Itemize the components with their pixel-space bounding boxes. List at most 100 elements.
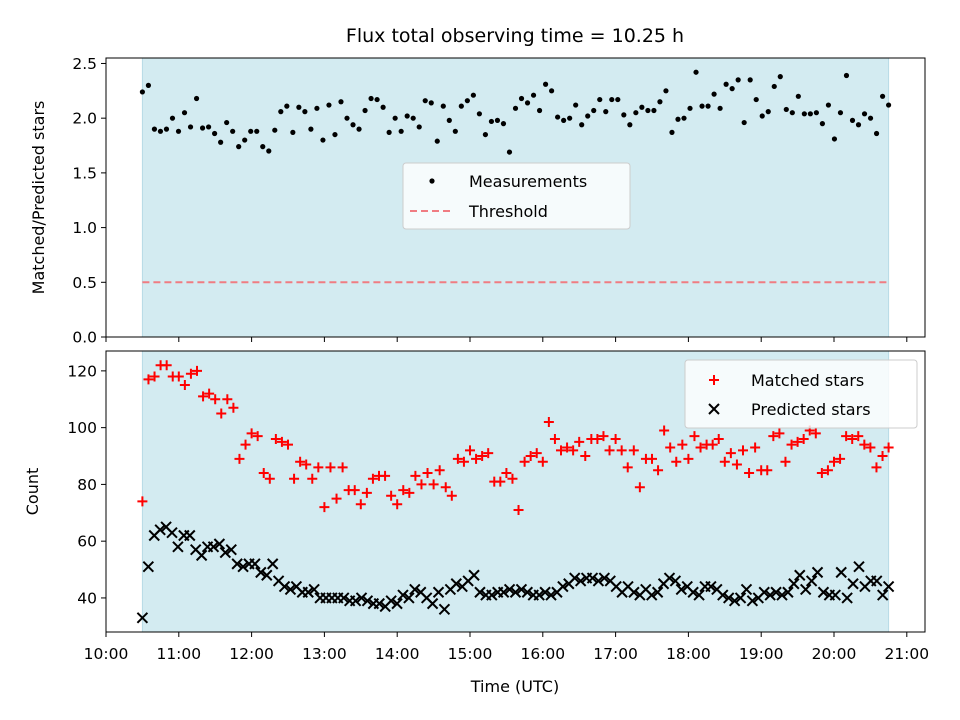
predicted-point (486, 589, 498, 601)
matched-point (228, 402, 239, 413)
measurement-point (248, 128, 254, 134)
matched-point (556, 445, 566, 456)
measurement-point (254, 128, 260, 134)
measurement-point (561, 117, 567, 123)
measurement-point (549, 88, 555, 94)
measurement-point (886, 102, 892, 108)
measurement-point (879, 93, 886, 99)
matched-point (719, 456, 730, 467)
matched-point (835, 453, 846, 464)
matched-point (647, 453, 657, 464)
predicted-point (764, 589, 776, 601)
matched-point (307, 473, 318, 484)
measurement-point (597, 96, 603, 103)
matched-point (361, 487, 372, 498)
measurement-point (837, 110, 844, 116)
predicted-point (669, 575, 682, 587)
predicted-point (876, 589, 889, 601)
matched-point (198, 391, 209, 402)
predicted-point (438, 603, 451, 616)
measurement-point (278, 109, 284, 115)
matched-point (531, 448, 542, 459)
measurement-point (741, 119, 747, 126)
matched-point (774, 428, 785, 439)
predicted-point (835, 566, 847, 579)
measurement-point (663, 88, 669, 94)
predicted-point (266, 558, 279, 570)
matched-point (270, 433, 281, 444)
measurement-point (621, 112, 627, 118)
matched-point (458, 456, 469, 467)
x-tick-label: 13:00 (302, 645, 347, 663)
count-y-tick-label: 120 (67, 362, 97, 380)
matched-point (252, 431, 263, 442)
measurement-point (693, 69, 699, 75)
measurement-point (609, 96, 615, 103)
predicted-point (172, 541, 184, 553)
predicted-point (569, 572, 581, 584)
predicted-point (853, 561, 865, 573)
measurement-point (747, 77, 753, 83)
measurement-point (681, 115, 687, 121)
ratio-x-ticks (105, 337, 908, 342)
matched-point (440, 482, 451, 493)
matched-point (707, 439, 718, 450)
matched-point (507, 473, 518, 484)
ratio-y-tick-label: 0.5 (72, 274, 97, 292)
predicted-point (592, 575, 605, 587)
x-tick-label: 17:00 (593, 645, 638, 663)
predicted-point (675, 583, 688, 596)
matched-point (446, 490, 457, 501)
predicted-point (213, 538, 226, 550)
measurement-point (175, 128, 182, 134)
predicted-point (521, 586, 534, 598)
measurement-point (476, 111, 482, 117)
predicted-point (717, 589, 729, 601)
matched-point (622, 462, 633, 473)
measurement-point (290, 129, 296, 135)
predicted-point (628, 586, 640, 598)
matched-point (725, 448, 736, 459)
measurement-point (356, 126, 362, 132)
measurement-point (657, 99, 663, 105)
predicted-point (385, 595, 397, 607)
matched-point (380, 470, 391, 481)
measurement-point (801, 111, 807, 117)
matched-point (744, 468, 755, 479)
measurement-point (494, 117, 501, 123)
matched-point (264, 473, 275, 484)
measurement-point (831, 136, 838, 142)
matched-point (653, 465, 664, 476)
x-axis-label: Time (UTC) (470, 677, 559, 696)
ratio-plot-frame (105, 57, 926, 338)
measurement-point (651, 107, 657, 114)
measurement-point (687, 105, 693, 111)
predicted-point (734, 592, 747, 604)
measurement-point (458, 103, 464, 109)
predicted-point (225, 543, 237, 556)
measurement-point (302, 109, 308, 115)
measurement-point (488, 118, 495, 125)
matched-point (562, 442, 573, 453)
measurement-point (428, 100, 434, 106)
predicted-point (497, 586, 510, 598)
matched-point (519, 456, 530, 467)
count-y-axis: 40 60 80 100 120 (67, 362, 106, 607)
measurement-point (705, 103, 711, 109)
legend-threshold-label: Threshold (468, 202, 548, 221)
measurement-point (789, 110, 795, 116)
predicted-point (349, 595, 362, 607)
measurement-point (236, 144, 242, 150)
measurement-point (224, 119, 230, 126)
matched-point (185, 368, 196, 379)
measurement-point (615, 96, 621, 103)
measurement-point (579, 122, 585, 128)
measurement-point (717, 105, 723, 111)
measurement-point (230, 128, 236, 134)
x-tick-label: 11:00 (156, 645, 201, 663)
measurement-point (735, 77, 741, 83)
matched-point (574, 436, 585, 447)
measurement-point (855, 122, 862, 128)
legend-matched-label: Matched stars (751, 371, 864, 390)
